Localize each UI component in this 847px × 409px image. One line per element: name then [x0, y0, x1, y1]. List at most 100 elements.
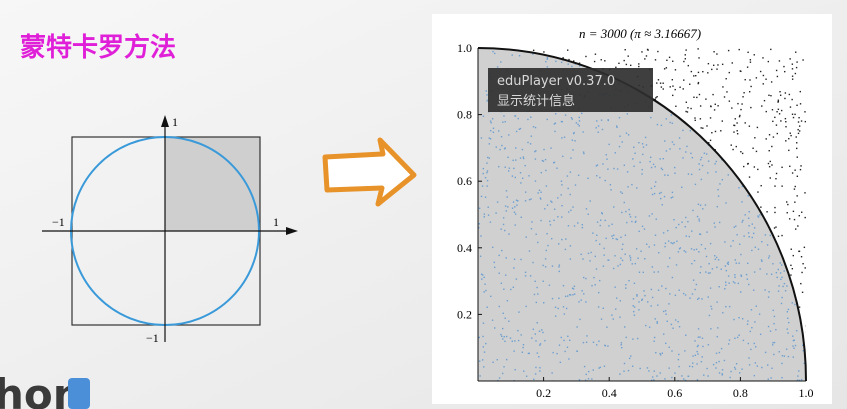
sample-dot — [663, 333, 665, 335]
sample-dot — [657, 50, 659, 53]
sample-dot — [585, 208, 588, 210]
sample-dot — [727, 263, 729, 266]
sample-dot — [799, 103, 802, 105]
sample-dot — [667, 229, 669, 232]
sample-dot — [802, 263, 804, 265]
sample-dot — [542, 331, 544, 334]
sample-dot — [767, 257, 770, 259]
sample-dot — [653, 244, 656, 246]
sample-dot — [544, 258, 547, 260]
sample-dot — [524, 191, 527, 193]
sample-dot — [747, 262, 749, 265]
sample-dot — [578, 379, 581, 381]
sample-dot — [653, 185, 656, 188]
sample-dot — [685, 334, 687, 336]
sample-dot — [791, 172, 794, 174]
sample-dot — [480, 235, 482, 237]
sample-dot — [707, 375, 709, 377]
sample-dot — [709, 139, 712, 142]
sample-dot — [638, 309, 640, 311]
sample-dot — [773, 315, 776, 318]
sample-dot — [551, 265, 554, 267]
sample-dot — [786, 201, 788, 203]
sample-dot — [654, 234, 657, 236]
sample-dot — [717, 195, 720, 197]
sample-dot — [576, 350, 578, 352]
sample-dot — [672, 327, 674, 329]
sample-dot — [571, 139, 574, 141]
sample-dot — [803, 246, 806, 249]
sample-dot — [577, 222, 579, 224]
sample-dot — [619, 135, 621, 137]
sample-dot — [730, 370, 732, 373]
sample-dot — [747, 342, 750, 345]
sample-dot — [673, 241, 675, 244]
sample-dot — [612, 267, 615, 270]
sample-dot — [778, 113, 781, 115]
sample-dot — [714, 103, 716, 105]
sample-dot — [678, 248, 681, 250]
sample-dot — [573, 225, 576, 227]
sample-dot — [767, 162, 770, 165]
sample-dot — [732, 240, 734, 242]
sample-dot — [513, 350, 515, 352]
sample-dot — [578, 125, 581, 127]
sample-dot — [617, 265, 619, 267]
sample-dot — [777, 268, 780, 271]
sample-dot — [484, 176, 487, 179]
sample-dot — [616, 126, 618, 129]
sample-dot — [635, 248, 638, 250]
sample-dot — [753, 54, 755, 56]
sample-dot — [701, 298, 703, 300]
sample-dot — [796, 61, 798, 63]
sample-dot — [666, 59, 668, 61]
sample-dot — [593, 276, 595, 279]
sample-dot — [732, 148, 734, 151]
sample-dot — [558, 270, 560, 273]
sample-dot — [603, 365, 606, 367]
sample-dot — [598, 291, 600, 294]
sample-dot — [651, 213, 653, 215]
sample-dot — [510, 288, 512, 291]
sample-dot — [748, 283, 750, 286]
sample-dot — [529, 275, 532, 277]
sample-dot — [503, 366, 505, 368]
sample-dot — [784, 290, 787, 292]
sample-dot — [714, 255, 716, 257]
sample-dot — [734, 276, 736, 279]
sample-dot — [768, 94, 770, 96]
sample-dot — [757, 215, 759, 217]
sample-dot — [723, 96, 726, 98]
sample-dot — [492, 131, 495, 133]
sample-dot — [562, 284, 565, 287]
sample-dot — [713, 51, 715, 53]
sample-dot — [620, 236, 622, 239]
sample-dot — [772, 342, 774, 344]
tooltip-text[interactable]: 显示统计信息 — [497, 93, 575, 109]
sample-dot — [668, 367, 670, 369]
sample-dot — [780, 109, 783, 112]
sample-dot — [738, 334, 740, 336]
sample-dot — [706, 367, 708, 370]
sample-dot — [731, 107, 733, 109]
sample-dot — [791, 78, 794, 80]
sample-dot — [766, 244, 769, 246]
sample-dot — [725, 202, 727, 204]
sample-dot — [569, 245, 572, 247]
sample-dot — [595, 127, 597, 129]
sample-dot — [769, 234, 772, 237]
sample-dot — [738, 262, 740, 264]
sample-dot — [569, 339, 571, 342]
sample-dot — [525, 236, 527, 238]
sample-dot — [547, 244, 549, 247]
sample-dot — [678, 223, 680, 226]
sample-dot — [744, 214, 746, 216]
sample-dot — [802, 59, 804, 61]
sample-dot — [657, 304, 659, 306]
sample-dot — [546, 57, 549, 59]
sample-dot — [768, 134, 771, 136]
sample-dot — [675, 264, 678, 266]
sample-dot — [632, 158, 634, 160]
sample-dot — [759, 214, 761, 216]
sample-dot — [769, 330, 772, 332]
